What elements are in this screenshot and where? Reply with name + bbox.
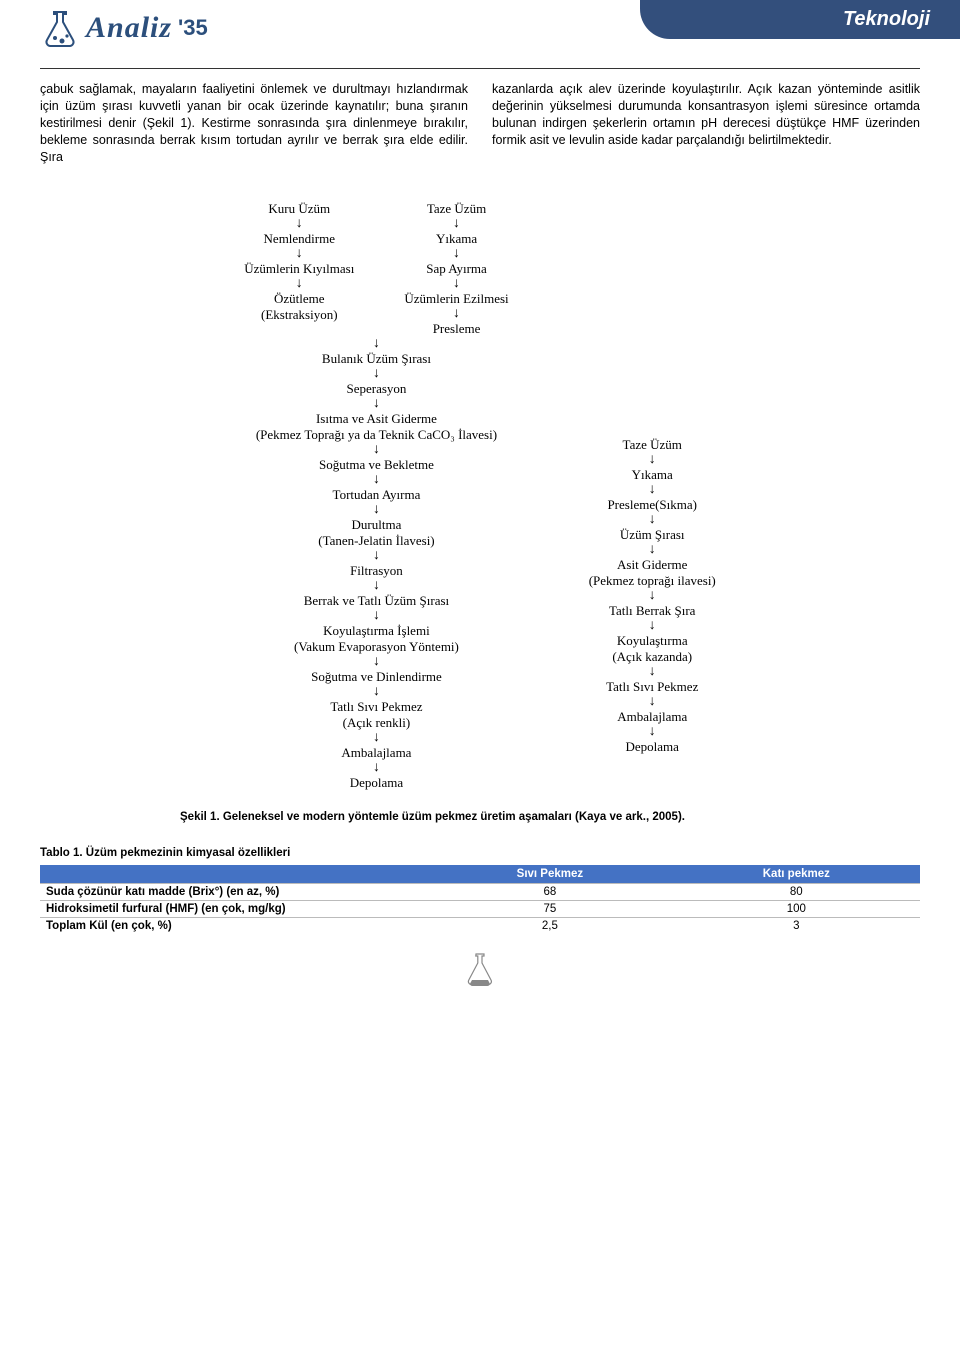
flow-node: Tatlı Berrak Şıra bbox=[609, 603, 695, 619]
flow-node: Üzüm Şırası bbox=[620, 527, 685, 543]
table-cell: 68 bbox=[427, 884, 672, 901]
flow-arrow: ↓ bbox=[373, 579, 380, 593]
flow-node: Seperasyon bbox=[346, 381, 406, 397]
flow-arrow: ↓ bbox=[373, 503, 380, 517]
section-banner: Teknoloji bbox=[640, 0, 960, 39]
logo-text: Analiz bbox=[86, 11, 172, 45]
page-footer bbox=[40, 952, 920, 993]
flow-arrow: ↓ bbox=[453, 307, 460, 321]
flow-arrow: ↓ bbox=[453, 247, 460, 261]
flow-arrow: ↓ bbox=[649, 483, 656, 497]
right-column: kazanlarda açık alev üzerinde koyulaştır… bbox=[492, 81, 920, 165]
flow-arrow: ↓ bbox=[649, 619, 656, 633]
flow-node: Filtrasyon bbox=[350, 563, 403, 579]
flow-node: Üzümlerin Ezilmesi bbox=[404, 291, 508, 307]
table-cell: 100 bbox=[673, 901, 920, 918]
flow-node: Koyulaştırma(Açık kazanda) bbox=[612, 633, 692, 665]
table-cell: Suda çözünür katı madde (Brix°) (en az, … bbox=[40, 884, 427, 901]
flow-node: Depolama bbox=[626, 739, 679, 755]
flow-arrow: ↓ bbox=[649, 725, 656, 739]
table-title: Tablo 1. Üzüm pekmezinin kimyasal özelli… bbox=[40, 847, 920, 859]
flow-arrow: ↓ bbox=[296, 277, 303, 291]
flow-arrow: ↓ bbox=[649, 453, 656, 467]
figure-caption: Şekil 1. Geleneksel ve modern yöntemle ü… bbox=[180, 811, 920, 823]
flow-node: Ambalajlama bbox=[617, 709, 687, 725]
flow-node: Taze Üzüm bbox=[427, 201, 486, 217]
flow-arrow: ↓ bbox=[649, 695, 656, 709]
logo: Analiz'35 bbox=[40, 0, 208, 48]
flow-node: Isıtma ve Asit Giderme(Pekmez Toprağı ya… bbox=[256, 411, 497, 443]
flow-node: Taze Üzüm bbox=[623, 437, 682, 453]
flow-node: Ambalajlama bbox=[341, 745, 411, 761]
flow-node: Sap Ayırma bbox=[426, 261, 487, 277]
flow-node: Nemlendirme bbox=[264, 231, 335, 247]
table-cell: 75 bbox=[427, 901, 672, 918]
flow-node: Asit Giderme(Pekmez toprağı ilavesi) bbox=[589, 557, 716, 589]
footer-flask-icon bbox=[465, 952, 495, 988]
flow-arrow: ↓ bbox=[373, 397, 380, 411]
flask-icon bbox=[40, 8, 80, 48]
table-header: Sıvı Pekmez bbox=[427, 865, 672, 884]
flow-arrow: ↓ bbox=[373, 549, 380, 563]
flow-node: Yıkama bbox=[436, 231, 477, 247]
flow-node: Kuru Üzüm bbox=[268, 201, 330, 217]
flow-node: Soğutma ve Bekletme bbox=[319, 457, 434, 473]
flow-arrow: ↓ bbox=[373, 761, 380, 775]
table-cell: 2,5 bbox=[427, 918, 672, 935]
flow-node: Presleme(Sıkma) bbox=[607, 497, 697, 513]
flow-arrow: ↓ bbox=[453, 277, 460, 291]
header: Analiz'35 Teknoloji bbox=[40, 0, 920, 60]
flow-node: Yıkama bbox=[632, 467, 673, 483]
flow-arrow: ↓ bbox=[373, 443, 380, 457]
flow-arrow: ↓ bbox=[373, 367, 380, 381]
table-cell: 3 bbox=[673, 918, 920, 935]
flow-arrow: ↓ bbox=[649, 665, 656, 679]
flow-arrow: ↓ bbox=[373, 731, 380, 745]
flow-arrow: ↓ bbox=[373, 473, 380, 487]
left-column: çabuk sağlamak, mayaların faaliyetini ön… bbox=[40, 81, 468, 165]
flow-arrow: ↓ bbox=[373, 337, 380, 351]
flow-arrow: ↓ bbox=[296, 217, 303, 231]
flow-arrow: ↓ bbox=[453, 217, 460, 231]
table-cell: Toplam Kül (en çok, %) bbox=[40, 918, 427, 935]
flow-arrow: ↓ bbox=[296, 247, 303, 261]
properties-table: Sıvı PekmezKatı pekmez Suda çözünür katı… bbox=[40, 865, 920, 934]
flow-right: Taze Üzüm↓Yıkama↓Presleme(Sıkma)↓Üzüm Şı… bbox=[589, 437, 716, 755]
flow-arrow: ↓ bbox=[373, 685, 380, 699]
flow-node: Depolama bbox=[350, 775, 403, 791]
flow-node: Tatlı Sıvı Pekmez bbox=[606, 679, 698, 695]
flow-node: Durultma(Tanen-Jelatin İlavesi) bbox=[318, 517, 434, 549]
flow-node: Üzümlerin Kıyılması bbox=[244, 261, 354, 277]
table-header: Katı pekmez bbox=[673, 865, 920, 884]
flow-arrow: ↓ bbox=[373, 655, 380, 669]
table-cell: 80 bbox=[673, 884, 920, 901]
flow-left: Kuru Üzüm↓Nemlendirme↓Üzümlerin Kıyılmas… bbox=[244, 201, 508, 791]
flow-arrow: ↓ bbox=[649, 589, 656, 603]
flow-node: Bulanık Üzüm Şırası bbox=[322, 351, 431, 367]
flow-arrow: ↓ bbox=[649, 513, 656, 527]
table-header bbox=[40, 865, 427, 884]
flow-node: Presleme bbox=[433, 321, 481, 337]
flow-node: Özütleme(Ekstraksiyon) bbox=[261, 291, 338, 323]
logo-number: '35 bbox=[178, 15, 208, 41]
flow-node: Berrak ve Tatlı Üzüm Şırası bbox=[304, 593, 449, 609]
flow-node: Koyulaştırma İşlemi(Vakum Evaporasyon Yö… bbox=[294, 623, 459, 655]
flowcharts: Kuru Üzüm↓Nemlendirme↓Üzümlerin Kıyılmas… bbox=[40, 201, 920, 791]
divider bbox=[40, 68, 920, 69]
flow-node: Tortudan Ayırma bbox=[333, 487, 421, 503]
flow-arrow: ↓ bbox=[649, 543, 656, 557]
flow-node: Soğutma ve Dinlendirme bbox=[311, 669, 442, 685]
flow-arrow: ↓ bbox=[373, 609, 380, 623]
body-paragraphs: çabuk sağlamak, mayaların faaliyetini ön… bbox=[40, 81, 920, 165]
table-cell: Hidroksimetil furfural (HMF) (en çok, mg… bbox=[40, 901, 427, 918]
flow-node: Tatlı Sıvı Pekmez(Açık renkli) bbox=[330, 699, 422, 731]
